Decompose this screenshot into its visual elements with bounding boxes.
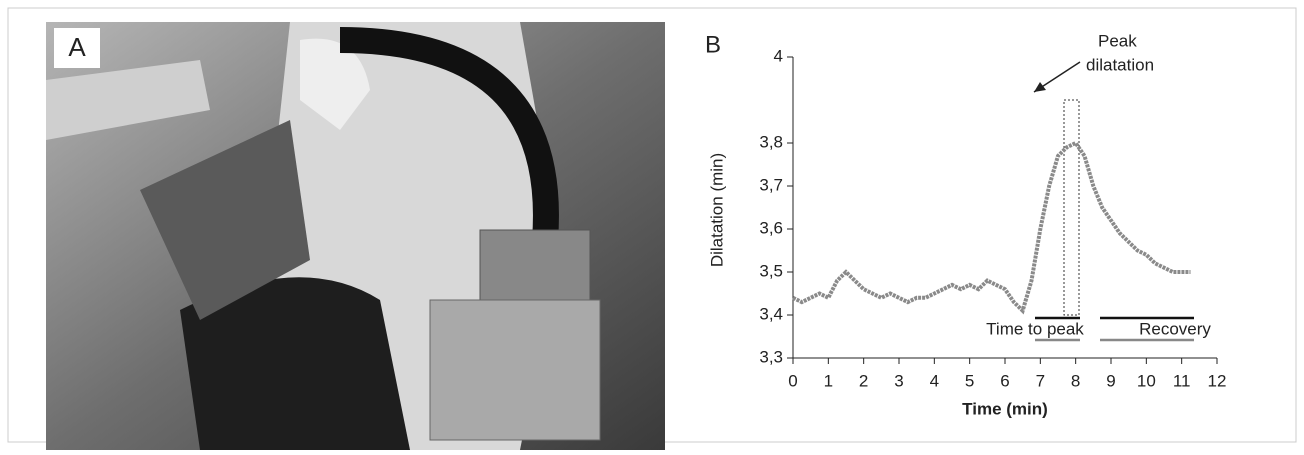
- x-tick-label: 10: [1137, 371, 1156, 390]
- x-axis-label: Time (min): [962, 399, 1048, 418]
- x-tick-label: 4: [930, 371, 939, 390]
- y-tick-label: 3,8: [759, 132, 783, 151]
- cuff: [180, 277, 410, 450]
- cable: [339, 27, 559, 241]
- chart: B Dilatation (min) Time (min) Peak dilat…: [705, 31, 1226, 418]
- bar: [46, 60, 210, 140]
- x-tick-label: 3: [894, 371, 903, 390]
- annotation: Time to peak: [986, 319, 1084, 338]
- label-box: [54, 28, 100, 68]
- x-tick-label: 1: [824, 371, 833, 390]
- y-tick-label: 4: [774, 46, 783, 65]
- annotation: Peak: [1098, 31, 1137, 50]
- panel-label: A: [68, 32, 86, 62]
- probe: [300, 38, 370, 131]
- y-axis-label: Dilatation (min): [707, 153, 726, 267]
- annotation: dilatation: [1086, 55, 1154, 74]
- data-line: [792, 140, 1191, 315]
- x-tick-label: 8: [1071, 371, 1080, 390]
- annotation-arrowhead: [1034, 82, 1046, 92]
- peak-band: [1063, 99, 1080, 316]
- y-tick-label: 3,4: [759, 304, 783, 323]
- x-tick-label: 11: [1173, 371, 1191, 390]
- x-tick-label: 12: [1208, 371, 1227, 390]
- y-tick-label: 3,7: [759, 175, 783, 194]
- x-tick-label: 0: [788, 371, 797, 390]
- mount: [429, 299, 601, 441]
- x-tick-label: 2: [859, 371, 868, 390]
- x-tick-label: 5: [965, 371, 974, 390]
- y-tick-label: 3,5: [759, 261, 783, 280]
- panel-label: B: [705, 31, 721, 58]
- wedge: [140, 120, 310, 320]
- x-tick-label: 9: [1106, 371, 1115, 390]
- y-tick-label: 3,3: [759, 347, 783, 366]
- x-tick-label: 7: [1036, 371, 1045, 390]
- x-tick-label: 6: [1000, 371, 1009, 390]
- y-tick-label: 3,6: [759, 218, 783, 237]
- annotation: Recovery: [1139, 319, 1211, 338]
- photo: A: [46, 22, 665, 450]
